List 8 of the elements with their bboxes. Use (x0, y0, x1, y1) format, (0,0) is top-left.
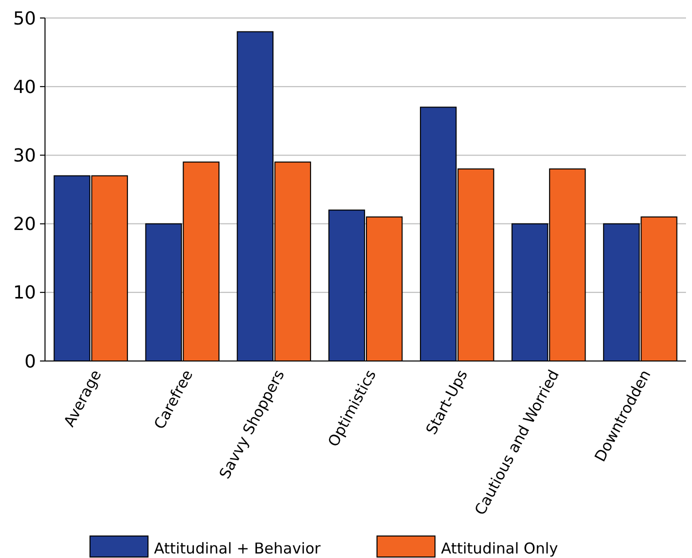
y-tick-label: 20 (13, 214, 36, 236)
legend-label: Attitudinal + Behavior (154, 539, 322, 558)
legend-label: Attitudinal Only (441, 539, 558, 558)
y-tick-label: 10 (13, 282, 36, 304)
y-tick-label: 0 (24, 351, 36, 372)
y-tick-label: 50 (13, 8, 36, 30)
y-tick-label: 30 (13, 146, 36, 166)
y-tick-label: 40 (13, 76, 36, 98)
